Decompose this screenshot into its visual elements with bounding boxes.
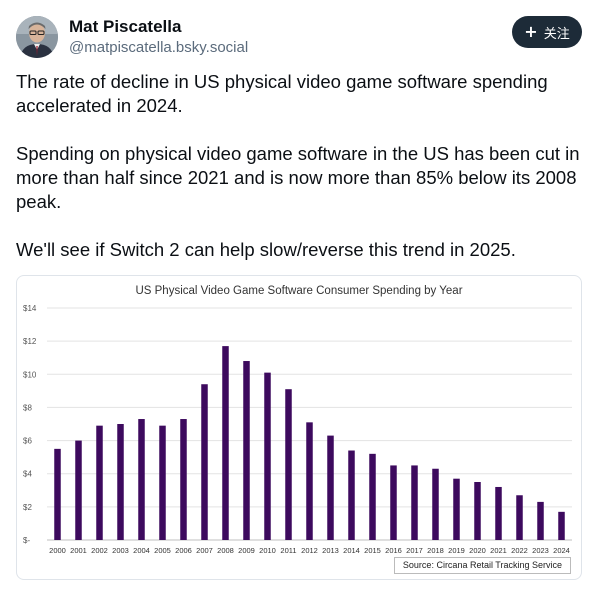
y-tick-label: $8 xyxy=(23,403,32,412)
x-tick-label: 2007 xyxy=(196,546,213,555)
x-tick-label: 2000 xyxy=(49,546,66,555)
x-tick-label: 2023 xyxy=(532,546,549,555)
x-tick-label: 2009 xyxy=(238,546,255,555)
bar-2008 xyxy=(222,346,229,540)
x-tick-label: 2006 xyxy=(175,546,192,555)
x-tick-label: 2008 xyxy=(217,546,234,555)
bar-2016 xyxy=(390,465,397,540)
bar-2024 xyxy=(558,511,565,540)
bar-2003 xyxy=(117,424,124,540)
x-tick-label: 2015 xyxy=(364,546,381,555)
bar-2023 xyxy=(537,501,544,540)
follow-label: 关注 xyxy=(543,26,570,42)
bar-2005 xyxy=(159,425,166,540)
post-text: The rate of decline in US physical video… xyxy=(16,70,582,286)
x-tick-label: 2001 xyxy=(70,546,87,555)
bar-2017 xyxy=(411,465,418,540)
chart-title: US Physical Video Game Software Consumer… xyxy=(135,285,462,297)
x-tick-label: 2019 xyxy=(448,546,465,555)
bar-chart: US Physical Video Game Software Consumer… xyxy=(23,285,572,555)
bar-2021 xyxy=(495,486,502,540)
bar-2000 xyxy=(54,448,61,540)
bar-2009 xyxy=(243,361,250,540)
x-tick-label: 2004 xyxy=(133,546,150,555)
y-tick-label: $4 xyxy=(23,470,32,479)
x-tick-label: 2003 xyxy=(112,546,129,555)
x-tick-label: 2012 xyxy=(301,546,318,555)
x-tick-label: 2022 xyxy=(511,546,528,555)
post-paragraph: We'll see if Switch 2 can help slow/reve… xyxy=(16,239,516,260)
x-tick-label: 2013 xyxy=(322,546,339,555)
bar-2002 xyxy=(96,425,103,540)
x-tick-label: 2002 xyxy=(91,546,108,555)
x-tick-label: 2014 xyxy=(343,546,360,555)
x-tick-label: 2024 xyxy=(553,546,570,555)
post-paragraph: Spending on physical video game software… xyxy=(16,143,580,212)
x-tick-label: 2018 xyxy=(427,546,444,555)
x-tick-label: 2021 xyxy=(490,546,507,555)
bar-2004 xyxy=(138,419,145,540)
bar-2001 xyxy=(75,440,82,540)
bar-2022 xyxy=(516,495,523,540)
post-paragraph: The rate of decline in US physical video… xyxy=(16,71,548,116)
y-tick-label: $- xyxy=(23,536,30,545)
bar-2018 xyxy=(432,468,439,540)
bar-2012 xyxy=(306,422,313,540)
plus-icon: + xyxy=(524,22,538,41)
follow-button[interactable]: + 关注 xyxy=(512,16,582,48)
author-handle[interactable]: @matpiscatella.bsky.social xyxy=(69,39,249,56)
bar-2014 xyxy=(348,450,355,540)
bar-2019 xyxy=(453,478,460,540)
chart-source: Source: Circana Retail Tracking Service xyxy=(393,557,571,574)
bar-2007 xyxy=(201,384,208,540)
y-tick-label: $12 xyxy=(23,337,37,346)
bar-2011 xyxy=(285,389,292,540)
bar-2015 xyxy=(369,453,376,540)
author-name[interactable]: Mat Piscatella xyxy=(69,17,182,36)
x-tick-label: 2020 xyxy=(469,546,486,555)
bar-2020 xyxy=(474,482,481,540)
x-tick-label: 2016 xyxy=(385,546,402,555)
chart-image[interactable]: US Physical Video Game Software Consumer… xyxy=(16,275,582,580)
x-tick-label: 2017 xyxy=(406,546,423,555)
bar-2013 xyxy=(327,435,334,540)
bar-2010 xyxy=(264,372,271,540)
avatar[interactable] xyxy=(16,16,58,58)
y-tick-label: $2 xyxy=(23,503,32,512)
bar-2006 xyxy=(180,419,187,540)
x-tick-label: 2005 xyxy=(154,546,171,555)
y-tick-label: $10 xyxy=(23,370,37,379)
x-tick-label: 2011 xyxy=(280,546,296,555)
y-tick-label: $14 xyxy=(23,304,37,313)
y-tick-label: $6 xyxy=(23,437,32,446)
post-header: Mat Piscatella @matpiscatella.bsky.socia… xyxy=(16,14,582,60)
x-tick-label: 2010 xyxy=(259,546,276,555)
avatar-photo xyxy=(16,16,58,58)
